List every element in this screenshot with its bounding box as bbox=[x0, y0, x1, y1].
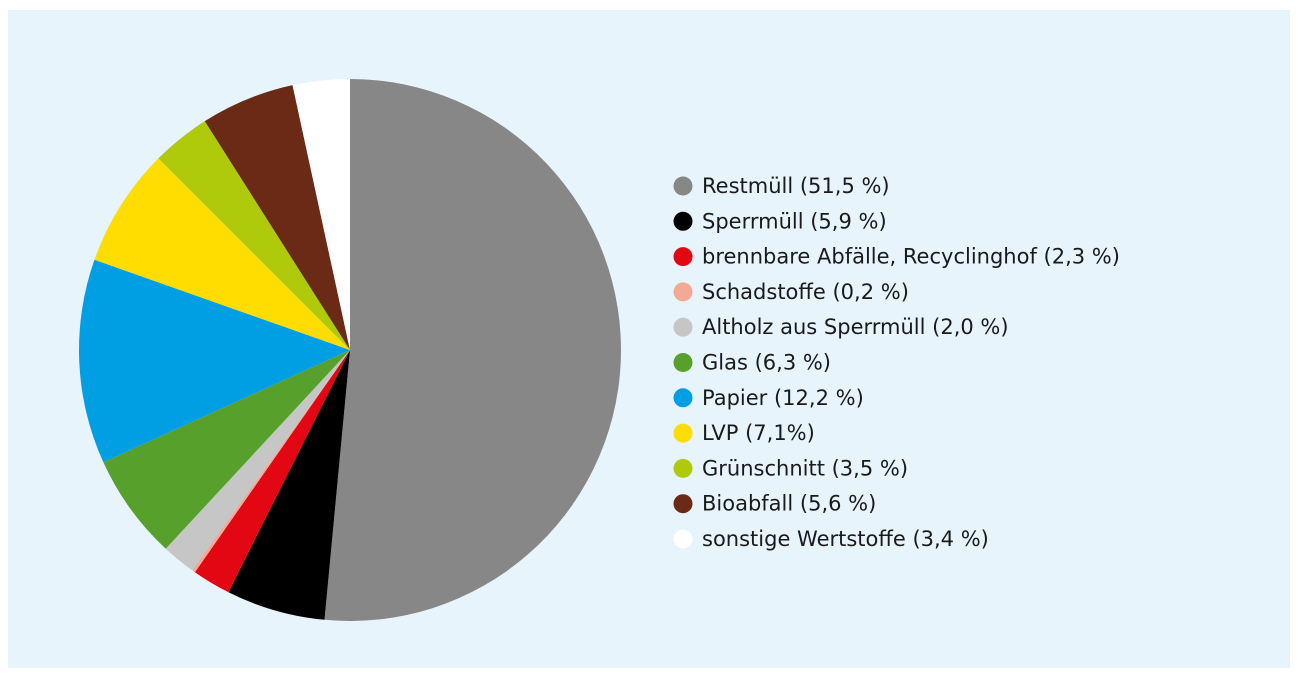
legend-marker bbox=[673, 317, 693, 337]
legend-label: LVP (7,1%) bbox=[702, 421, 815, 445]
legend-marker bbox=[673, 423, 693, 443]
pie-slice bbox=[194, 350, 350, 593]
legend-marker bbox=[673, 211, 693, 231]
legend-label: Sperrmüll (5,9 %) bbox=[702, 209, 887, 233]
legend-label: Glas (6,3 %) bbox=[702, 351, 831, 375]
pie-slice bbox=[79, 259, 350, 463]
legend-marker bbox=[673, 353, 693, 372]
legend-label: Bioabfall (5,6 %) bbox=[702, 492, 876, 516]
pie-slice bbox=[292, 79, 350, 350]
pie-slice bbox=[204, 85, 350, 350]
legend-label: brennbare Abfälle, Recyclinghof (2,3 %) bbox=[702, 245, 1120, 269]
legend-label: Altholz aus Sperrmüll (2,0 %) bbox=[702, 315, 1009, 339]
pie-slice bbox=[324, 79, 621, 621]
legend-marker bbox=[673, 458, 693, 478]
legend-label: Schadstoffe (0,2 %) bbox=[702, 280, 909, 304]
legend-label: sonstige Wertstoffe (3,4 %) bbox=[702, 527, 989, 551]
legend-label: Grünschnitt (3,5 %) bbox=[702, 456, 908, 480]
pie-slice bbox=[228, 350, 350, 620]
legend-marker bbox=[673, 282, 693, 302]
legend-marker bbox=[673, 247, 693, 267]
pie-slice bbox=[103, 350, 350, 549]
legend-marker bbox=[673, 176, 693, 196]
pie-slice bbox=[94, 158, 351, 350]
legend-label: Papier (12,2 %) bbox=[702, 386, 864, 410]
pie-slice bbox=[158, 121, 350, 350]
legend-marker bbox=[673, 529, 693, 549]
legend-marker bbox=[673, 494, 693, 514]
pie-slice bbox=[165, 350, 350, 571]
legend-label: Restmüll (51,5 %) bbox=[702, 174, 890, 198]
legend-marker bbox=[673, 388, 693, 408]
pie-slice bbox=[192, 350, 350, 573]
